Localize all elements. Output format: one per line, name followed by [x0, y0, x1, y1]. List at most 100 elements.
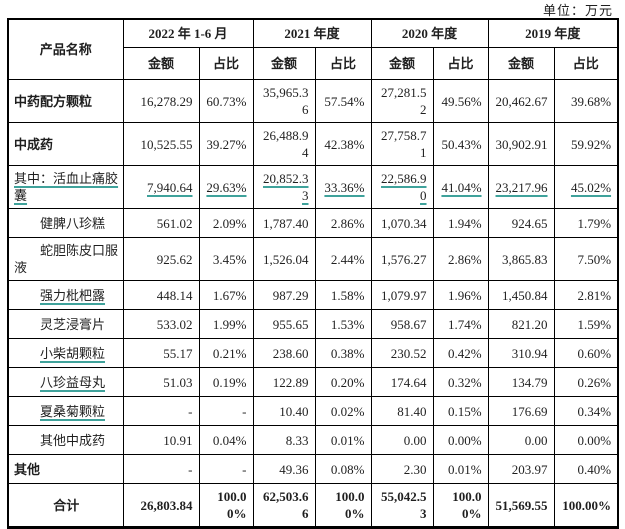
value-cell: -	[122, 454, 200, 484]
value-cell: 238.60	[252, 338, 316, 368]
value-cell: 30,902.91	[487, 122, 555, 166]
value-cell: 2.44%	[314, 237, 372, 281]
value-cell: 59.92%	[553, 122, 619, 166]
product-name-cell: 蛇胆陈皮口服液	[7, 237, 124, 281]
value-cell: 0.26%	[553, 367, 619, 397]
value-cell: 39.27%	[198, 122, 254, 166]
value-cell: 1.58%	[314, 280, 372, 310]
value-cell: 0.01%	[432, 454, 489, 484]
table-row: 中药配方颗粒 16,278.29 60.73% 35,965.36 57.54% 27,2…	[7, 79, 619, 123]
value-cell: 0.32%	[432, 367, 489, 397]
value-cell: 51,569.55	[487, 483, 555, 528]
table-row: 其中：活血止痛胶囊 7,940.64 29.63% 20,852.33 33.36% 22…	[7, 165, 619, 209]
value-cell: 230.52	[370, 338, 434, 368]
value-cell: 22,586.90	[370, 165, 434, 209]
value-cell: 57.54%	[314, 79, 372, 123]
value-cell: -	[122, 396, 200, 426]
amount-header: 金额	[252, 47, 316, 80]
value-cell: 1.79%	[553, 208, 619, 238]
value-cell: 39.68%	[553, 79, 619, 123]
ratio-header: 占比	[553, 47, 619, 80]
table-row: 灵芝浸膏片 533.02 1.99% 955.65 1.53% 958.67 1.74% 82…	[7, 309, 619, 339]
table-row: 蛇胆陈皮口服液 925.62 3.45% 1,526.04 2.44% 1,576.27 2…	[7, 237, 619, 281]
value-cell: 33.36%	[314, 165, 372, 209]
value-cell: 100.00%	[432, 483, 489, 528]
unit-label: 单位：万元	[542, 3, 613, 18]
product-name-cell: 其中：活血止痛胶囊	[7, 165, 124, 209]
product-name-cell: 强力枇杷露	[7, 280, 124, 310]
product-name-cell: 其他	[7, 454, 124, 484]
value-cell: 0.38%	[314, 338, 372, 368]
table-row: 其他 - -49.36 0.08% 2.30 0.01% 203.97 0.40%	[7, 454, 619, 484]
product-name-cell: 中成药	[7, 122, 124, 166]
value-cell: 1,787.40	[252, 208, 316, 238]
value-cell: 20,852.33	[252, 165, 316, 209]
product-name-cell: 合计	[7, 483, 124, 528]
value-cell: 27,281.52	[370, 79, 434, 123]
product-name-link[interactable]: 活血止痛胶囊	[14, 171, 119, 203]
product-name-cell: 八珍益母丸	[7, 367, 124, 397]
value-cell: 448.14	[122, 280, 200, 310]
value-cell: 0.60%	[553, 338, 619, 368]
value-cell: 16,278.29	[122, 79, 200, 123]
value-cell: 2.09%	[198, 208, 254, 238]
amount-header: 金额	[122, 47, 200, 80]
value-cell: 10.91	[122, 425, 200, 455]
value-cell: 0.00	[370, 425, 434, 455]
product-name-link[interactable]: 强力枇杷露	[40, 287, 106, 303]
product-name-link[interactable]: 夏桑菊颗粒	[40, 403, 106, 419]
value-cell: 924.65	[487, 208, 555, 238]
value-cell: 821.20	[487, 309, 555, 339]
value-cell: 10.40	[252, 396, 316, 426]
value-cell: 0.42%	[432, 338, 489, 368]
value-cell: 60.73%	[198, 79, 254, 123]
value-cell: 7.50%	[553, 237, 619, 281]
value-cell: 955.65	[252, 309, 316, 339]
value-cell: 0.21%	[198, 338, 254, 368]
product-name-link[interactable]: 小柴胡颗粒	[40, 345, 106, 361]
value-cell: 100.00%	[198, 483, 254, 528]
value-cell: 51.03	[122, 367, 200, 397]
period-header-2019: 2019 年度	[487, 18, 619, 48]
row-prefix: 其中：	[14, 171, 54, 186]
value-cell: 49.36	[252, 454, 316, 484]
value-cell: 561.02	[122, 208, 200, 238]
table-row: 其他中成药 10.91 0.04% 8.33 0.01% 0.00 0.00% 0.00 0.0…	[7, 425, 619, 455]
value-cell: 122.89	[252, 367, 316, 397]
value-cell: 310.94	[487, 338, 555, 368]
value-cell: 7,940.64	[122, 165, 200, 209]
product-name: 中药配方颗粒	[14, 93, 93, 109]
product-name: 其他	[14, 461, 41, 477]
value-cell: 23,217.96	[487, 165, 555, 209]
product-name-cell: 中药配方颗粒	[7, 79, 124, 123]
value-cell: 1,526.04	[252, 237, 316, 281]
value-cell: 174.64	[370, 367, 434, 397]
product-name-cell: 夏桑菊颗粒	[7, 396, 124, 426]
ratio-header: 占比	[198, 47, 254, 80]
value-cell: 100.00%	[553, 483, 619, 528]
table-row: 强力枇杷露 448.14 1.67% 987.29 1.58% 1,079.97 1.96%…	[7, 280, 619, 310]
value-cell: 50.43%	[432, 122, 489, 166]
product-name: 健脾八珍糕	[40, 215, 106, 231]
amount-header: 金额	[487, 47, 555, 80]
table-row: 夏桑菊颗粒 - -10.40 0.02% 81.40 0.15% 176.69 0.34%	[7, 396, 619, 426]
value-cell: 1.53%	[314, 309, 372, 339]
value-cell: 41.04%	[432, 165, 489, 209]
value-cell: 45.02%	[553, 165, 619, 209]
period-header-2021: 2021 年度	[252, 18, 372, 48]
value-cell: 0.04%	[198, 425, 254, 455]
value-cell: 29.63%	[198, 165, 254, 209]
table-row: 健脾八珍糕 561.02 2.09% 1,787.40 2.86% 1,070.34 1.9…	[7, 208, 619, 238]
value-cell: 1,576.27	[370, 237, 434, 281]
value-cell: 27,758.71	[370, 122, 434, 166]
product-name-link[interactable]: 八珍益母丸	[40, 374, 106, 390]
product-name-header: 产品名称	[7, 18, 124, 80]
product-name-cell: 其他中成药	[7, 425, 124, 455]
value-cell: 176.69	[487, 396, 555, 426]
value-cell: 0.34%	[553, 396, 619, 426]
value-cell: 26,803.84	[122, 483, 200, 528]
value-cell: 81.40	[370, 396, 434, 426]
value-cell: 2.81%	[553, 280, 619, 310]
value-cell: 1,450.84	[487, 280, 555, 310]
value-cell: 8.33	[252, 425, 316, 455]
